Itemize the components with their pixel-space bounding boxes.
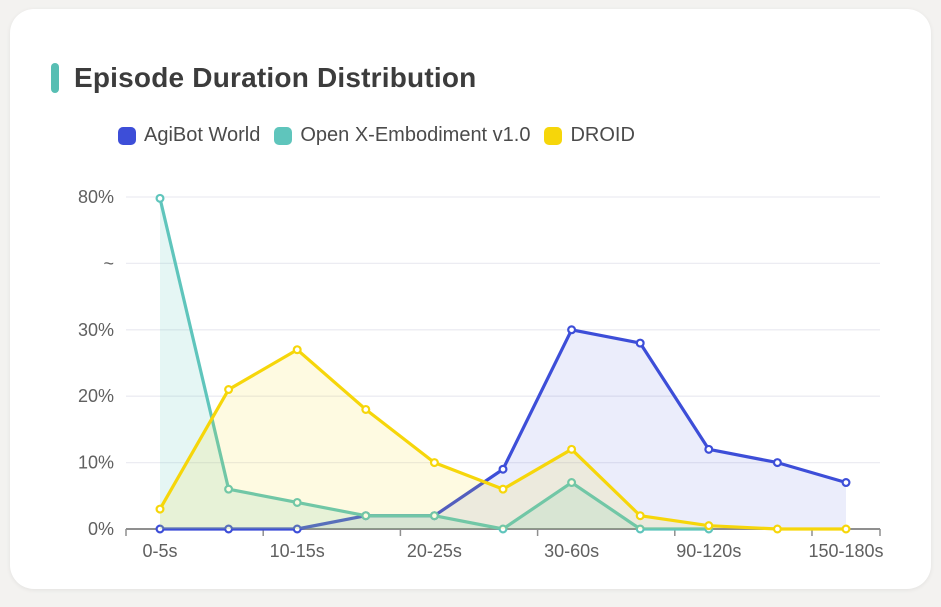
data-point-marker (155, 193, 165, 203)
data-point-marker (224, 385, 234, 395)
data-point-marker (155, 524, 165, 534)
data-point-marker (567, 325, 577, 335)
data-point-marker (429, 511, 439, 521)
data-point-marker (567, 478, 577, 488)
data-point-marker (635, 338, 645, 348)
episode-duration-distribution-chart: 0% 10% 20% 30% ~80% 0-5s 10-15s 20-25s 30-60s 90-… (78, 187, 884, 561)
chart-card: Episode Duration Distribution AgiBot Wor… (10, 9, 931, 589)
data-point-marker (224, 524, 234, 534)
legend-label-droid: DROID (570, 124, 635, 146)
y-axis-labels: 0% 10% 20% 30% ~80% (78, 187, 114, 539)
legend-swatch-agibot-world (118, 126, 136, 145)
data-point-marker (292, 497, 302, 507)
svg-text:~: ~ (103, 253, 114, 273)
series-area (160, 329, 846, 529)
data-point-marker (224, 484, 234, 494)
svg-text:20-25s: 20-25s (407, 541, 462, 561)
x-axis-labels: 0-5s 10-15s 20-25s 30-60s 90-120s 150-180s (142, 541, 883, 561)
legend-item-agibot-world[interactable]: AgiBot World (118, 124, 260, 147)
y-gridlines (126, 196, 880, 464)
svg-text:10%: 10% (78, 453, 114, 473)
series-area (160, 198, 709, 529)
legend-label-agibot-world: AgiBot World (144, 124, 261, 146)
svg-text:0-5s: 0-5s (142, 541, 177, 561)
data-point-marker (292, 524, 302, 534)
data-point-marker (361, 404, 371, 414)
svg-text:90-120s: 90-120s (676, 541, 741, 561)
data-point-marker (841, 478, 851, 488)
svg-text:150-180s: 150-180s (808, 541, 883, 561)
data-point-marker (567, 444, 577, 454)
legend-swatch-droid (544, 126, 563, 145)
title-accent-bar (51, 63, 59, 93)
page-title: Episode Duration Distribution (74, 62, 477, 93)
data-point-marker (772, 458, 782, 468)
data-point-marker (772, 524, 782, 534)
legend-item-droid[interactable]: DROID (544, 124, 635, 147)
svg-text:10-15s: 10-15s (270, 541, 325, 561)
legend-label-open-x-embodiment: Open X-Embodiment v1.0 (300, 124, 531, 146)
chart-legend: AgiBot World Open X-Embodiment v1.0 DROI… (118, 124, 635, 147)
svg-text:30%: 30% (78, 320, 114, 340)
data-point-marker (498, 464, 508, 474)
data-point-marker (498, 484, 508, 494)
data-point-marker (635, 524, 645, 534)
svg-text:0%: 0% (88, 519, 114, 539)
data-point-marker (155, 504, 165, 514)
data-point-marker (361, 511, 371, 521)
svg-text:80%: 80% (78, 187, 114, 207)
svg-text:20%: 20% (78, 386, 114, 406)
data-point-marker (704, 444, 714, 454)
legend-swatch-open-x-embodiment (274, 126, 293, 145)
legend-item-open-x-embodiment[interactable]: Open X-Embodiment v1.0 (274, 124, 530, 147)
data-point-marker (498, 524, 508, 534)
series-open-x-embodiment-v1-0 (155, 193, 714, 534)
series-area (160, 349, 846, 529)
series-droid (155, 345, 851, 534)
data-point-marker (841, 524, 851, 534)
data-point-marker (292, 345, 302, 355)
data-point-marker (704, 521, 714, 531)
title-row: Episode Duration Distribution (51, 62, 476, 94)
data-point-marker (635, 511, 645, 521)
data-point-marker (429, 458, 439, 468)
svg-text:30-60s: 30-60s (544, 541, 599, 561)
